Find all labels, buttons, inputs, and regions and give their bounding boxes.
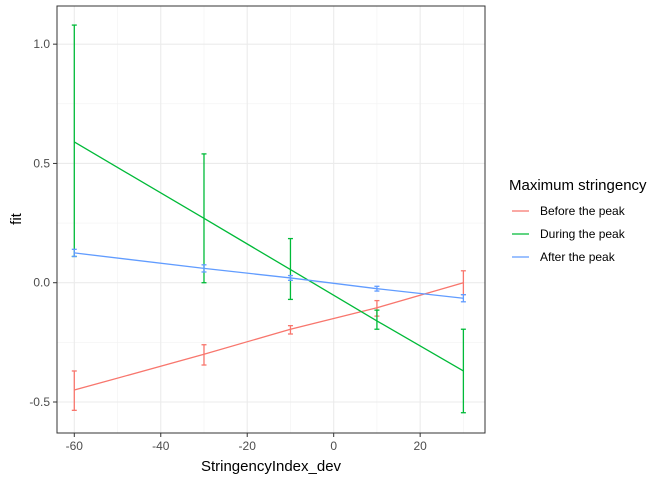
x-tick-label: -60 bbox=[66, 439, 84, 453]
y-axis: -0.5 0.0 0.5 1.0 bbox=[29, 37, 57, 409]
legend-label: Before the peak bbox=[540, 204, 626, 218]
x-axis-title: StringencyIndex_dev bbox=[201, 458, 342, 475]
series-line bbox=[74, 282, 464, 391]
y-tick-label: -0.5 bbox=[29, 395, 50, 409]
series-line bbox=[74, 252, 464, 299]
legend-label: During the peak bbox=[540, 227, 626, 241]
grid-major bbox=[57, 6, 485, 433]
series-after-the-peak bbox=[71, 248, 466, 303]
series-layer bbox=[71, 24, 466, 414]
x-tick-label: -20 bbox=[239, 439, 257, 453]
y-axis-title: fit bbox=[8, 212, 25, 225]
legend-label: After the peak bbox=[540, 250, 616, 264]
series-before-the-peak bbox=[71, 270, 466, 411]
x-axis: -60 -40 -20 0 20 bbox=[66, 433, 427, 453]
panel-border bbox=[56, 5, 486, 434]
x-tick-label: -40 bbox=[152, 439, 170, 453]
y-tick-label: 0.0 bbox=[33, 276, 50, 290]
x-tick-label: 20 bbox=[413, 439, 427, 453]
legend-title: Maximum stringency bbox=[509, 177, 647, 194]
panel-background bbox=[57, 6, 485, 433]
series-line bbox=[73, 141, 464, 372]
grid-minor bbox=[57, 6, 485, 433]
y-tick-label: 0.5 bbox=[33, 156, 50, 170]
y-tick-label: 1.0 bbox=[33, 37, 50, 51]
x-tick-label: 0 bbox=[330, 439, 337, 453]
series-during-the-peak bbox=[71, 24, 466, 414]
legend: Maximum stringency Before the peak During… bbox=[509, 177, 647, 264]
